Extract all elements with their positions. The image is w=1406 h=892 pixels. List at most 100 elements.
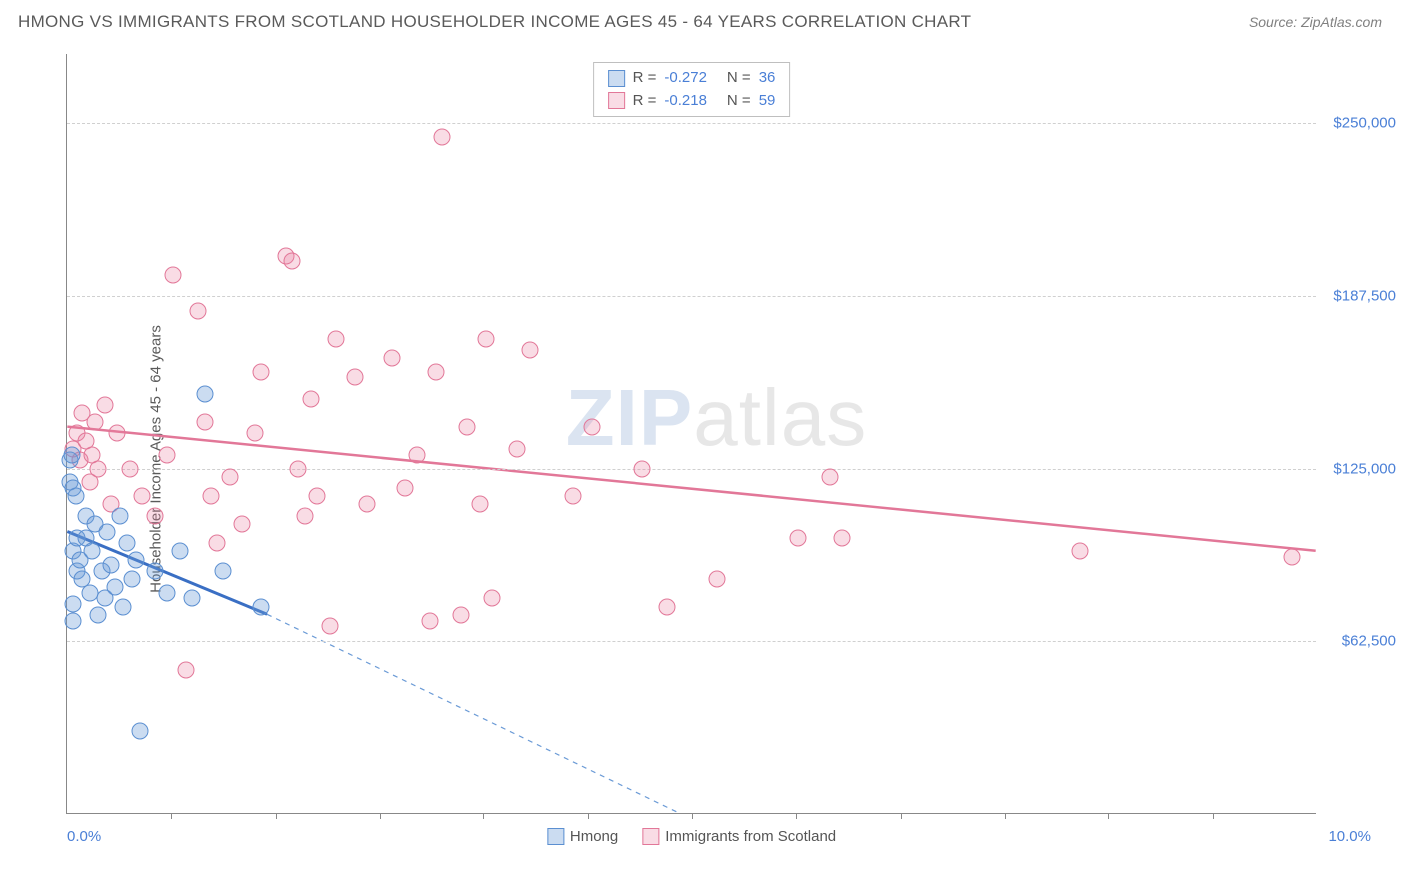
legend-r-scotland: -0.218 [664,90,707,113]
x-tick [1005,813,1006,819]
data-point [790,529,807,546]
data-point [171,543,188,560]
x-tick [1213,813,1214,819]
x-tick [901,813,902,819]
data-point [111,507,128,524]
legend-row-hmong: R = -0.272 N = 36 [608,67,776,90]
gridline [67,123,1316,124]
data-point [215,562,232,579]
data-point [131,723,148,740]
x-tick [171,813,172,819]
data-point [102,557,119,574]
legend-n-scotland: 59 [759,90,776,113]
data-point [565,488,582,505]
data-point [521,341,538,358]
legend-swatch-icon [642,828,659,845]
data-point [434,128,451,145]
y-tick-label: $125,000 [1321,460,1396,477]
data-point [202,488,219,505]
data-point [409,446,426,463]
x-tick [588,813,589,819]
data-point [127,551,144,568]
gridline [67,296,1316,297]
data-point [302,391,319,408]
watermark: ZIPatlas [566,372,867,464]
legend-swatch-scotland [608,92,625,109]
data-point [96,396,113,413]
data-point [124,571,141,588]
plot-area: ZIPatlas R = -0.272 N = 36 R = -0.218 N … [66,54,1316,814]
data-point [196,385,213,402]
y-tick-label: $250,000 [1321,115,1396,132]
x-axis-min-label: 0.0% [67,828,101,845]
data-point [119,535,136,552]
data-point [327,330,344,347]
data-point [106,579,123,596]
data-point [509,441,526,458]
data-point [246,424,263,441]
data-point [821,468,838,485]
data-point [90,460,107,477]
data-point [290,460,307,477]
stats-legend: R = -0.272 N = 36 R = -0.218 N = 59 [593,62,791,117]
data-point [359,496,376,513]
data-point [252,598,269,615]
legend-swatch-icon [547,828,564,845]
data-point [584,419,601,436]
data-point [284,253,301,270]
x-tick [692,813,693,819]
data-point [396,479,413,496]
legend-label-hmong: Hmong [570,828,618,845]
gridline [67,469,1316,470]
data-point [159,584,176,601]
data-point [115,598,132,615]
data-point [471,496,488,513]
legend-n-hmong: 36 [759,67,776,90]
data-point [421,612,438,629]
x-tick [1108,813,1109,819]
legend-item-scotland: Immigrants from Scotland [642,828,836,845]
data-point [709,571,726,588]
data-point [459,419,476,436]
data-point [67,488,84,505]
legend-n-label: N = [727,90,751,113]
data-point [384,350,401,367]
x-tick [483,813,484,819]
x-tick [796,813,797,819]
legend-r-label: R = [633,90,657,113]
data-point [209,535,226,552]
data-point [234,515,251,532]
data-point [165,267,182,284]
data-point [134,488,151,505]
data-point [184,590,201,607]
data-point [1284,548,1301,565]
data-point [634,460,651,477]
data-point [252,363,269,380]
chart-container: Householder Income Ages 45 - 64 years ZI… [18,44,1388,874]
legend-item-hmong: Hmong [547,828,618,845]
data-point [321,618,338,635]
data-point [427,363,444,380]
data-point [834,529,851,546]
data-point [659,598,676,615]
data-point [484,590,501,607]
data-point [146,562,163,579]
data-point [109,424,126,441]
data-point [177,662,194,679]
data-point [99,524,116,541]
data-point [64,446,81,463]
watermark-atlas: atlas [693,373,867,462]
legend-row-scotland: R = -0.218 N = 59 [608,90,776,113]
data-point [65,595,82,612]
watermark-zip: ZIP [566,373,693,462]
data-point [452,607,469,624]
x-tick [380,813,381,819]
legend-swatch-hmong [608,70,625,87]
data-point [84,543,101,560]
data-point [1071,543,1088,560]
legend-r-hmong: -0.272 [664,67,707,90]
x-tick [276,813,277,819]
series-legend: Hmong Immigrants from Scotland [547,828,836,845]
data-point [296,507,313,524]
data-point [477,330,494,347]
